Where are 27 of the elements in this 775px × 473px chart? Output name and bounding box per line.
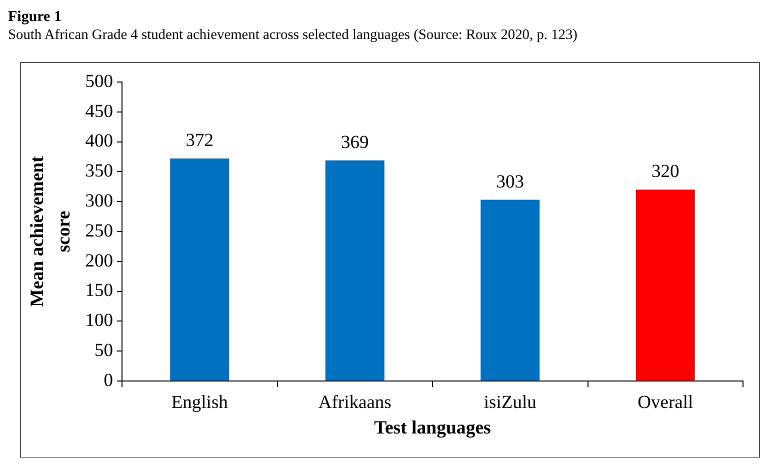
data-label: 320 bbox=[652, 162, 680, 182]
y-tick-label: 350 bbox=[85, 162, 113, 182]
y-tick-label: 250 bbox=[85, 221, 113, 242]
x-axis-title: Test languages bbox=[374, 418, 491, 439]
x-tick-label: Afrikaans bbox=[318, 392, 392, 413]
y-tick-label: 500 bbox=[85, 72, 113, 92]
bar bbox=[325, 160, 384, 380]
y-tick-label: 450 bbox=[85, 102, 113, 122]
chart-title: Figure 1 bbox=[8, 8, 62, 26]
y-tick-label: 100 bbox=[85, 311, 113, 332]
chart-subtitle: South African Grade 4 student achievement across selected languages (Source: Roux 2020, p. 123) bbox=[8, 26, 578, 45]
data-label: 303 bbox=[496, 172, 524, 192]
x-tick-label: isiZulu bbox=[484, 392, 536, 413]
bar bbox=[636, 190, 695, 380]
y-axis-title: Mean achievement score bbox=[27, 155, 74, 307]
x-tick-label: English bbox=[171, 392, 228, 413]
y-tick-label: 0 bbox=[104, 370, 113, 391]
bar bbox=[480, 200, 540, 380]
bar bbox=[170, 158, 230, 380]
y-tick-label: 300 bbox=[85, 191, 113, 212]
y-tick-label: 150 bbox=[85, 281, 113, 302]
y-tick-label: 200 bbox=[85, 251, 113, 272]
data-label: 372 bbox=[186, 131, 214, 152]
y-tick-label: 50 bbox=[94, 340, 113, 361]
y-tick-label: 400 bbox=[85, 132, 113, 152]
x-tick-label: Overall bbox=[638, 392, 694, 413]
data-label: 369 bbox=[341, 132, 369, 153]
